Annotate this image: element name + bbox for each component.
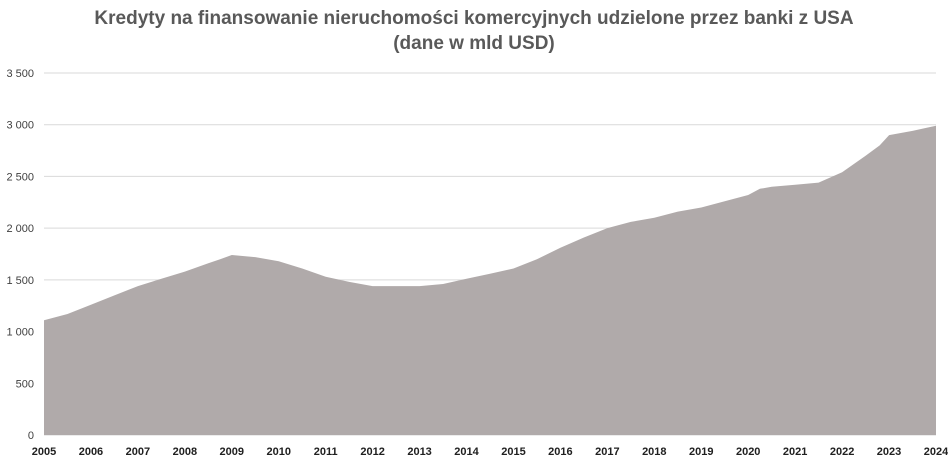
x-tick-label: 2008 [173, 446, 197, 458]
x-tick-label: 2006 [79, 446, 103, 458]
x-tick-label: 2017 [595, 446, 619, 458]
y-tick-label: 1 000 [6, 327, 34, 339]
y-tick-label: 2 000 [6, 223, 34, 235]
x-tick-label: 2021 [783, 446, 807, 458]
x-tick-label: 2020 [736, 446, 760, 458]
x-tick-label: 2010 [266, 446, 290, 458]
x-tick-label: 2016 [548, 446, 572, 458]
x-tick-label: 2009 [220, 446, 244, 458]
y-tick-label: 1 500 [6, 275, 34, 287]
y-tick-label: 2 500 [6, 171, 34, 183]
y-tick-label: 3 000 [6, 120, 34, 132]
x-tick-label: 2014 [454, 446, 479, 458]
x-axis-ticks: 2005 2006 2007 2008 2009 2010 2011 2012 2013 2014… [32, 446, 948, 458]
x-tick-label: 2011 [314, 446, 338, 458]
y-tick-label: 3 500 [6, 68, 34, 80]
x-tick-label: 2023 [877, 446, 901, 458]
x-tick-label: 2022 [830, 446, 854, 458]
chart-title-line-2: (dane w mld USD) [393, 33, 555, 54]
area-series-fill [44, 125, 936, 435]
x-tick-label: 2005 [32, 446, 56, 458]
x-tick-label: 2012 [360, 446, 384, 458]
y-axis-ticks: 0 500 1 000 1 500 2 000 2 500 3 000 3 500 [6, 68, 34, 442]
chart-title: Kredyty na finansowanie nieruchomości ko… [0, 6, 948, 56]
x-tick-label: 2024 [924, 446, 948, 458]
y-tick-label: 0 [28, 430, 34, 442]
x-tick-label: 2007 [126, 446, 150, 458]
x-tick-label: 2019 [689, 446, 713, 458]
chart-title-line-1: Kredyty na finansowanie nieruchomości ko… [94, 8, 854, 29]
x-tick-label: 2013 [407, 446, 431, 458]
y-tick-label: 500 [16, 378, 34, 390]
x-tick-label: 2015 [501, 446, 525, 458]
x-tick-label: 2018 [642, 446, 666, 458]
area-series [44, 125, 936, 435]
